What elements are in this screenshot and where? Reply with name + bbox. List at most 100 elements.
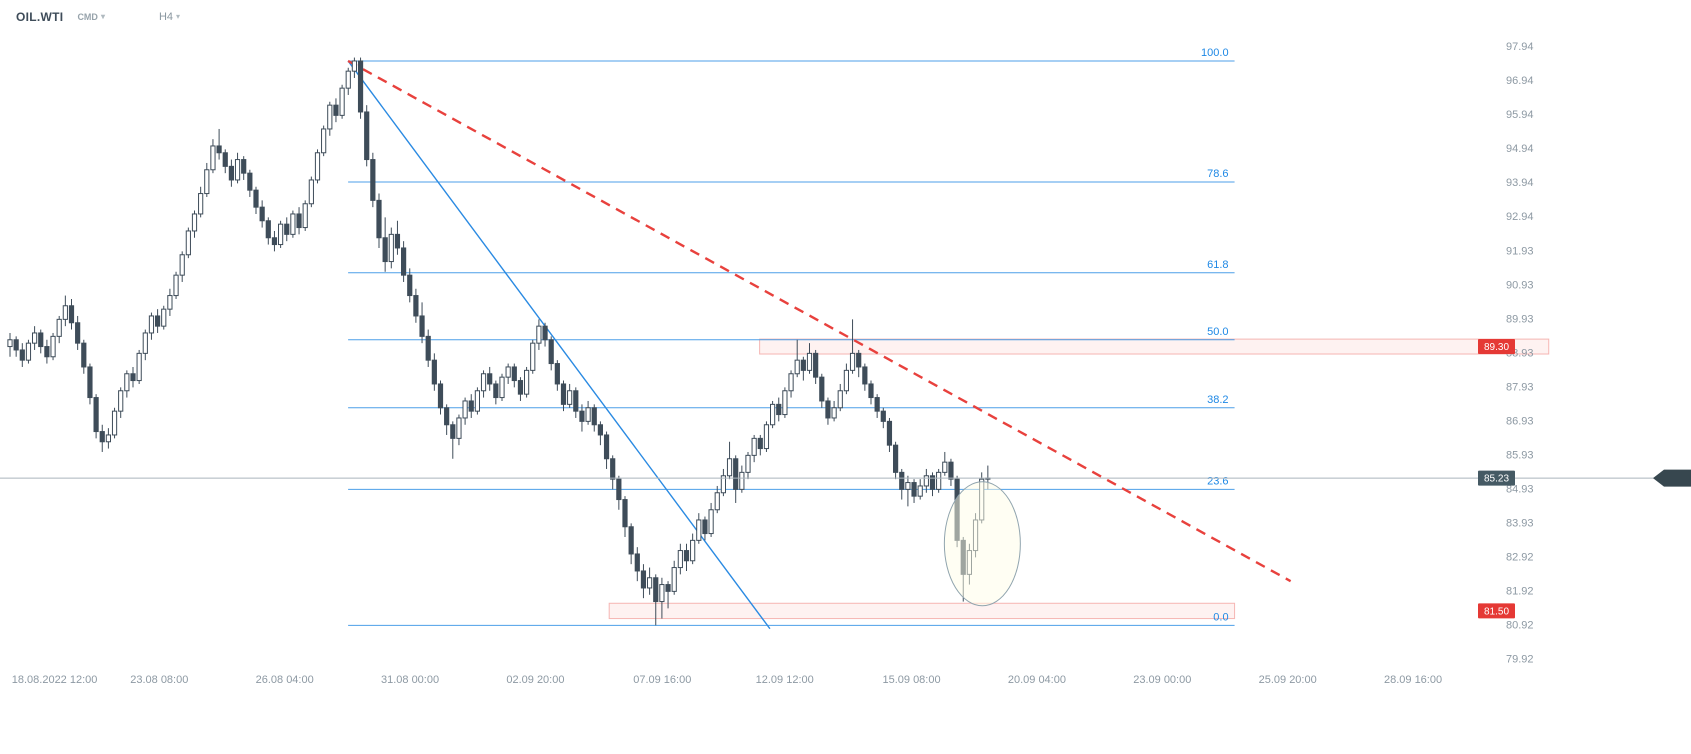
red-dashed-trendline[interactable]: [347, 59, 1292, 583]
bull-candle: [751, 437, 757, 456]
price-marker-arrow[interactable]: [1653, 469, 1691, 487]
time-tick-label: 07.09 16:00: [633, 674, 691, 686]
bull-candle: [56, 318, 62, 337]
bull-candle: [339, 87, 345, 116]
time-tick-label: 23.09 00:00: [1133, 674, 1191, 686]
bull-candle: [505, 366, 511, 378]
price-zone[interactable]: [608, 602, 1236, 620]
bull-candle: [739, 471, 745, 490]
bear-candle: [560, 383, 567, 405]
bear-candle: [856, 352, 862, 368]
time-tick-label: 25.09 20:00: [1259, 674, 1317, 686]
bull-candle: [530, 342, 536, 371]
time-axis[interactable]: 18.08.2022 12:00 23.08 08:00 26.08 04:00 31…: [12, 674, 1442, 686]
candles: [7, 57, 991, 626]
symbol-label[interactable]: OIL.WTI: [16, 10, 64, 24]
fibonacci-retracement[interactable]: 100.0 78.6 61.8 50.0 38.2 23.6 0.0: [348, 47, 1235, 626]
bear-candle: [413, 295, 419, 317]
bull-candle: [105, 434, 112, 443]
bull-candle: [917, 485, 923, 497]
bear-candle: [819, 376, 825, 402]
bear-candle: [425, 335, 431, 361]
bear-candle: [579, 410, 585, 422]
bear-candle: [431, 359, 437, 385]
bull-candle: [148, 315, 155, 334]
price-tick-label: 91.93: [1506, 245, 1534, 257]
bear-candle: [333, 104, 339, 116]
bull-candle: [763, 424, 770, 450]
bear-candle: [81, 342, 87, 368]
bull-candle: [474, 390, 480, 412]
bull-candle: [321, 128, 327, 154]
bull-candle: [32, 332, 38, 344]
instrument-type-label: CMD: [77, 12, 98, 22]
bull-candle: [837, 390, 843, 409]
fib-level-label: 78.6: [1207, 168, 1228, 180]
instrument-type-dropdown[interactable]: CMD ▾: [77, 12, 105, 22]
bull-candle: [314, 152, 321, 181]
bull-candle: [708, 509, 714, 535]
price-tick-label: 87.93: [1506, 381, 1534, 393]
bear-candle: [271, 237, 278, 246]
bull-candle: [161, 308, 167, 327]
bear-candle: [241, 159, 247, 174]
fib-level-label: 0.0: [1213, 611, 1228, 623]
bear-candle: [228, 165, 235, 181]
time-tick-label: 26.08 04:00: [256, 674, 314, 686]
bear-candle: [357, 60, 364, 113]
price-tick-label: 92.94: [1506, 211, 1534, 223]
zone-price-tag: 81.50: [1478, 603, 1515, 619]
bear-candle: [407, 274, 413, 297]
bull-candle: [62, 305, 68, 320]
bull-candle: [843, 369, 849, 392]
bear-candle: [450, 424, 456, 439]
bull-candle: [770, 403, 776, 426]
bull-candle: [671, 567, 677, 592]
ellipse-annotation[interactable]: [943, 481, 1021, 607]
bear-candle: [265, 220, 271, 239]
bull-candle: [567, 390, 573, 405]
bear-candle: [19, 349, 25, 361]
bear-candle: [886, 420, 893, 446]
bear-candle: [247, 172, 253, 191]
price-tick-label: 86.93: [1506, 415, 1534, 427]
price-zone[interactable]: [759, 338, 1550, 355]
price-tick-label: 93.94: [1506, 177, 1534, 189]
bear-candle: [87, 366, 93, 399]
bull-candle: [327, 104, 333, 130]
timeframe-dropdown[interactable]: H4 ▾: [159, 11, 180, 23]
price-tick-label: 79.92: [1506, 654, 1534, 666]
bear-candle: [616, 478, 622, 501]
bull-candle: [794, 359, 800, 375]
bull-candle: [7, 339, 13, 348]
price-tick-label: 96.94: [1506, 75, 1534, 87]
price-tick-label: 80.92: [1506, 620, 1534, 632]
bear-candle: [296, 213, 302, 229]
bear-candle: [401, 247, 407, 276]
time-tick-label: 18.08.2022 12:00: [12, 674, 98, 686]
chevron-down-icon: ▾: [100, 12, 105, 21]
bear-candle: [776, 403, 782, 416]
bear-candle: [155, 315, 161, 327]
bull-candle: [308, 179, 314, 205]
bear-candle: [216, 145, 222, 154]
bear-candle: [487, 373, 493, 385]
bear-candle: [929, 475, 936, 490]
bear-candle: [622, 499, 628, 528]
bear-candle: [13, 339, 19, 351]
price-axis[interactable]: 97.94 96.94 95.94 94.94 93.94 92.94 91.93 90.93…: [1506, 41, 1534, 666]
bear-candle: [376, 199, 382, 239]
bull-candle: [677, 550, 683, 569]
fib-level-label: 61.8: [1207, 259, 1228, 271]
fib-level-label: 38.2: [1207, 394, 1228, 406]
bull-candle: [198, 193, 204, 215]
fib-level-label: 100.0: [1201, 47, 1229, 59]
bull-candle: [50, 335, 56, 358]
bull-candle: [167, 295, 173, 310]
bull-candle: [185, 230, 191, 256]
bear-candle: [493, 383, 499, 399]
price-tick-label: 95.94: [1506, 109, 1534, 121]
blue-solid-trendline[interactable]: [347, 60, 771, 630]
